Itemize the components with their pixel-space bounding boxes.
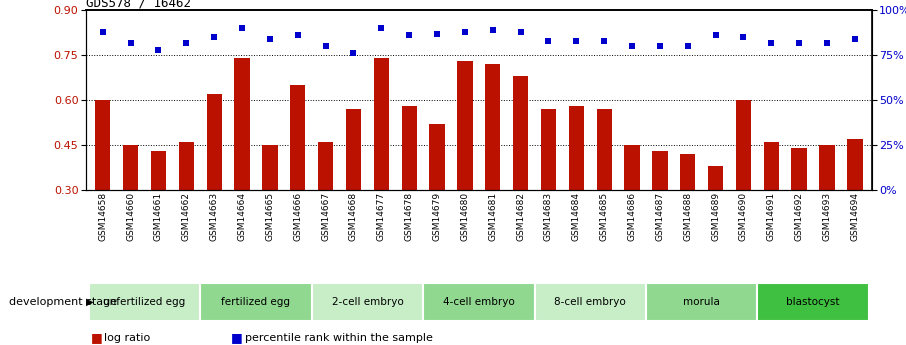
Bar: [485, 64, 500, 190]
Text: ■: ■: [231, 331, 243, 344]
Bar: [150, 151, 166, 190]
Text: fertilized egg: fertilized egg: [221, 297, 291, 307]
Text: GSM14690: GSM14690: [739, 191, 748, 241]
Text: GSM14688: GSM14688: [683, 191, 692, 241]
FancyBboxPatch shape: [200, 283, 312, 321]
Text: GSM14661: GSM14661: [154, 191, 163, 241]
Bar: [513, 76, 528, 190]
Text: GSM14684: GSM14684: [572, 191, 581, 240]
Text: GSM14694: GSM14694: [851, 191, 860, 240]
Text: GSM14678: GSM14678: [405, 191, 414, 241]
Bar: [624, 145, 640, 190]
Bar: [318, 142, 333, 190]
Text: GSM14658: GSM14658: [98, 191, 107, 241]
Text: GSM14691: GSM14691: [766, 191, 776, 241]
Text: log ratio: log ratio: [104, 333, 150, 343]
Text: GSM14677: GSM14677: [377, 191, 386, 241]
Text: GSM14687: GSM14687: [655, 191, 664, 241]
Bar: [819, 145, 834, 190]
Text: GSM14667: GSM14667: [321, 191, 330, 241]
Text: 2-cell embryo: 2-cell embryo: [332, 297, 403, 307]
Text: unfertilized egg: unfertilized egg: [103, 297, 186, 307]
Bar: [541, 109, 556, 190]
Text: GSM14664: GSM14664: [237, 191, 246, 240]
Bar: [123, 145, 139, 190]
Text: ▶: ▶: [86, 297, 93, 307]
Text: GSM14665: GSM14665: [265, 191, 275, 241]
Bar: [596, 109, 612, 190]
Bar: [708, 166, 723, 190]
Text: 4-cell embryo: 4-cell embryo: [443, 297, 515, 307]
Text: blastocyst: blastocyst: [786, 297, 840, 307]
Text: GDS578 / 16462: GDS578 / 16462: [86, 0, 191, 9]
Text: GSM14692: GSM14692: [795, 191, 804, 240]
Text: ■: ■: [91, 331, 102, 344]
Bar: [764, 142, 779, 190]
Text: GSM14662: GSM14662: [182, 191, 191, 240]
Bar: [458, 61, 473, 190]
Bar: [373, 58, 389, 190]
Text: GSM14682: GSM14682: [516, 191, 525, 240]
FancyBboxPatch shape: [535, 283, 646, 321]
Bar: [569, 106, 584, 190]
Text: GSM14681: GSM14681: [488, 191, 497, 241]
Bar: [847, 139, 863, 190]
Bar: [652, 151, 668, 190]
Text: GSM14680: GSM14680: [460, 191, 469, 241]
Text: GSM14693: GSM14693: [823, 191, 832, 241]
Text: GSM14685: GSM14685: [600, 191, 609, 241]
Bar: [262, 145, 277, 190]
Bar: [346, 109, 361, 190]
Text: GSM14668: GSM14668: [349, 191, 358, 241]
FancyBboxPatch shape: [757, 283, 869, 321]
Bar: [235, 58, 250, 190]
Bar: [178, 142, 194, 190]
Bar: [680, 154, 696, 190]
Bar: [95, 100, 111, 190]
Text: 8-cell embryo: 8-cell embryo: [554, 297, 626, 307]
Text: GSM14679: GSM14679: [432, 191, 441, 241]
Bar: [792, 148, 807, 190]
Bar: [290, 85, 305, 190]
FancyBboxPatch shape: [423, 283, 535, 321]
Text: GSM14689: GSM14689: [711, 191, 720, 241]
Text: GSM14663: GSM14663: [209, 191, 218, 241]
FancyBboxPatch shape: [89, 283, 200, 321]
Bar: [736, 100, 751, 190]
Text: GSM14660: GSM14660: [126, 191, 135, 241]
FancyBboxPatch shape: [646, 283, 757, 321]
Bar: [207, 94, 222, 190]
Text: GSM14686: GSM14686: [628, 191, 637, 241]
Text: GSM14666: GSM14666: [294, 191, 303, 241]
FancyBboxPatch shape: [312, 283, 423, 321]
Bar: [429, 124, 445, 190]
Text: morula: morula: [683, 297, 720, 307]
Text: GSM14683: GSM14683: [544, 191, 553, 241]
Bar: [401, 106, 417, 190]
Text: development stage: development stage: [9, 297, 117, 307]
Text: percentile rank within the sample: percentile rank within the sample: [245, 333, 432, 343]
